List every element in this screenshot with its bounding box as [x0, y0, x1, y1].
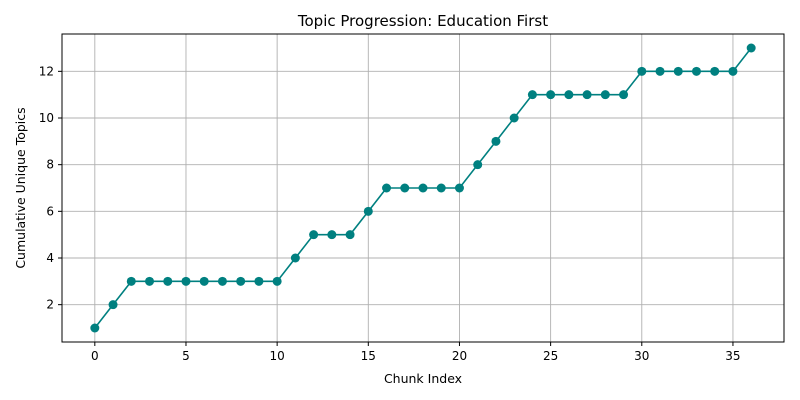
data-point — [145, 276, 155, 286]
y-tick-label: 6 — [46, 204, 54, 218]
data-point — [309, 230, 319, 240]
data-point — [619, 90, 629, 100]
data-point — [436, 183, 446, 193]
data-point — [290, 253, 300, 263]
y-tick-label: 10 — [39, 111, 54, 125]
data-point — [454, 183, 464, 193]
data-point — [236, 276, 246, 286]
data-point — [400, 183, 410, 193]
x-tick-label: 15 — [361, 349, 376, 363]
data-point — [546, 90, 556, 100]
data-point — [418, 183, 428, 193]
y-tick-label: 12 — [39, 64, 54, 78]
series — [90, 43, 756, 333]
x-axis: 0 5 10 15 20 25 30 35 — [91, 342, 741, 363]
data-point — [181, 276, 191, 286]
plot-frame — [61, 33, 785, 343]
x-tick-label: 0 — [91, 349, 99, 363]
data-point — [637, 66, 647, 76]
data-point — [691, 66, 701, 76]
data-point — [163, 276, 173, 286]
x-tick-label: 35 — [725, 349, 740, 363]
data-point — [382, 183, 392, 193]
y-axis: 2 4 6 8 10 12 — [39, 64, 62, 312]
x-tick-label: 30 — [634, 349, 649, 363]
data-point — [710, 66, 720, 76]
data-point — [254, 276, 264, 286]
data-point — [108, 300, 118, 310]
data-point — [491, 136, 501, 146]
data-point — [272, 276, 282, 286]
data-point — [527, 90, 537, 100]
data-point — [90, 323, 100, 333]
data-point — [746, 43, 756, 53]
data-point — [582, 90, 592, 100]
data-point — [655, 66, 665, 76]
data-point — [345, 230, 355, 240]
data-point — [564, 90, 574, 100]
x-tick-label: 5 — [182, 349, 190, 363]
data-point — [473, 160, 483, 170]
data-point — [217, 276, 227, 286]
x-tick-label: 10 — [270, 349, 285, 363]
chart-title: Topic Progression: Education First — [297, 12, 548, 30]
y-axis-label: Cumulative Unique Topics — [13, 107, 28, 268]
data-point — [728, 66, 738, 76]
x-tick-label: 20 — [452, 349, 467, 363]
data-point — [327, 230, 337, 240]
x-axis-label: Chunk Index — [384, 371, 462, 386]
data-point — [600, 90, 610, 100]
y-tick-label: 2 — [46, 298, 54, 312]
data-point — [509, 113, 519, 123]
data-point — [199, 276, 209, 286]
data-point — [126, 276, 136, 286]
y-tick-label: 4 — [46, 251, 54, 265]
data-point — [363, 206, 373, 216]
x-tick-label: 25 — [543, 349, 558, 363]
y-tick-label: 8 — [46, 158, 54, 172]
data-point — [673, 66, 683, 76]
